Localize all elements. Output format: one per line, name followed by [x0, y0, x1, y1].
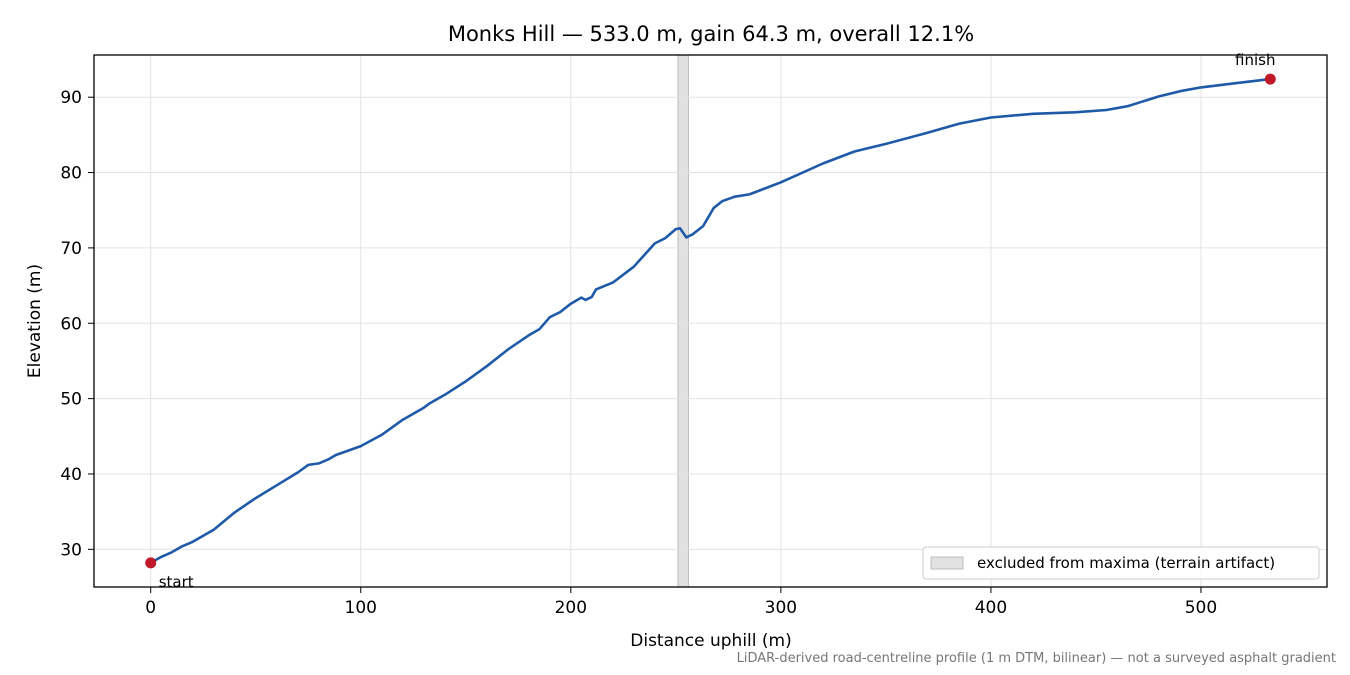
start-label: start — [159, 573, 194, 591]
grid-layer — [94, 55, 1327, 587]
endpoint-markers-layer: start finish — [145, 51, 1276, 591]
excluded-band-layer — [677, 54, 689, 588]
x-axis-label: Distance uphill (m) — [630, 631, 791, 651]
start-marker — [145, 557, 157, 569]
legend-box — [922, 546, 1320, 580]
x-tick-label: 400 — [975, 598, 1007, 618]
plot-frame — [93, 54, 1328, 588]
chart-title: Monks Hill — 533.0 m, gain 64.3 m, overa… — [448, 22, 974, 46]
footnote: LiDAR-derived road-centreline profile (1… — [736, 651, 1336, 666]
x-tick-label: 300 — [765, 598, 797, 618]
legend-band-swatch — [930, 556, 964, 570]
finish-marker — [1264, 73, 1276, 85]
y-tick-label: 70 — [60, 239, 82, 259]
y-tick-label: 40 — [60, 465, 82, 485]
legend: excluded from maxima (terrain artifact) — [922, 546, 1320, 580]
x-tick-label: 0 — [145, 598, 156, 618]
legend-band-label: excluded from maxima (terrain artifact) — [977, 554, 1275, 572]
excluded-band — [677, 54, 689, 588]
y-axis-label: Elevation (m) — [25, 264, 45, 378]
y-tick-label: 30 — [60, 540, 82, 560]
y-tick-label: 60 — [60, 314, 82, 334]
x-tick-label: 200 — [555, 598, 587, 618]
y-tick-label: 50 — [60, 390, 82, 410]
profile-line — [149, 77, 1272, 565]
axes-layer: 0 100 200 300 400 500 30 40 50 60 70 80 90 — [60, 54, 1328, 618]
profile-line-layer — [149, 77, 1272, 565]
x-tick-label: 100 — [345, 598, 377, 618]
finish-label: finish — [1235, 51, 1275, 69]
y-tick-label: 90 — [60, 88, 82, 108]
x-tick-label: 500 — [1185, 598, 1217, 618]
y-tick-label: 80 — [60, 164, 82, 184]
